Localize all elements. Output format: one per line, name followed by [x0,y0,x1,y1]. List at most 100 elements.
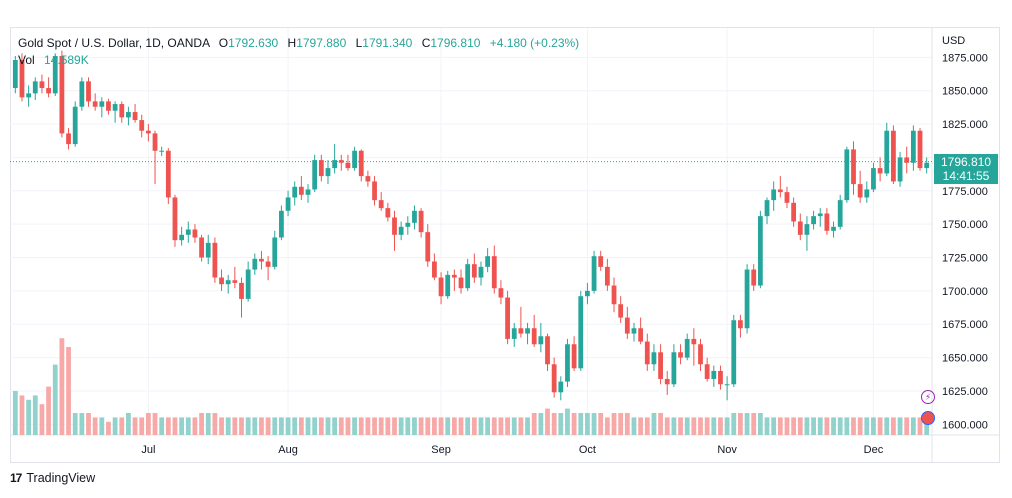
calendar-icon[interactable] [921,411,935,425]
volume-bar [265,417,271,435]
bar-countdown: 14:41:55 [942,168,990,183]
candle-body [618,304,624,318]
candle-body [651,352,657,365]
y-tick-label: 1675.000 [942,319,988,331]
candle-body [432,261,437,278]
volume-bar [871,417,876,435]
x-tick-label: Oct [579,444,596,456]
candle-body [738,320,743,329]
volume-bar [651,413,657,435]
volume-bar [232,417,238,435]
candle-body [451,274,457,278]
candle-body [784,192,790,203]
candle-body [817,213,823,217]
volume-bar [904,417,910,435]
candle-body [691,338,697,345]
volume-bar [425,417,431,435]
volume-bar [318,417,324,435]
volume-bar [112,417,118,435]
volume-bar [738,413,743,435]
volume-bar [92,417,98,435]
volume-bar [531,413,537,435]
candle-body [698,344,703,365]
candle-body [139,120,145,131]
candle-body [771,189,777,201]
candle-body [52,56,58,94]
volume-bar [12,391,18,435]
volume-bar [618,413,624,435]
volume-bar [79,413,85,435]
volume-bar [585,413,590,435]
legend-open: 1792.630 [228,36,279,50]
volume-bar [777,417,783,435]
candle-body [79,81,85,107]
candle-body [624,317,630,334]
lightning-icon[interactable]: ⚡ [921,390,935,404]
candle-body [445,274,451,297]
candle-body [598,256,604,267]
last-price: 1796.810 [940,154,992,169]
tradingview-logo[interactable]: 17 TradingView [10,471,95,485]
volume-bar [392,417,397,435]
candle-body [764,200,770,217]
candle-body [458,277,464,289]
volume-bar [72,413,78,435]
volume-bar [578,413,584,435]
candle-body [378,200,384,209]
candle-body [724,384,730,386]
candle-body [279,210,284,238]
volume-bar [505,417,510,435]
candle-body [152,133,158,151]
volume-bar [571,413,577,435]
candle-body [857,184,863,198]
volume-bar [272,417,278,435]
candle-body [718,370,723,385]
volume-bar [525,417,530,435]
volume-bar [358,417,364,435]
volume-bar [451,417,457,435]
legend-vol: 14.589K [44,53,89,67]
volume-bar [172,417,178,435]
volume-bar [325,417,331,435]
candle-body [511,328,517,339]
volume-bar [877,417,883,435]
volume-bar [897,417,903,435]
candle-body [259,258,264,262]
volume-bar [891,417,896,435]
legend-high-label: H [287,36,297,50]
volume-bar [691,417,697,435]
volume-bar [491,417,497,435]
volume-bar [245,417,251,435]
candle-body [185,229,191,235]
candle-body [325,168,331,177]
volume-bar [718,417,723,435]
candle-body [545,336,550,365]
candle-body [678,352,683,358]
candle-body [611,285,617,305]
y-tick-label: 1700.000 [942,286,988,298]
volume-bar [345,417,351,435]
volume-bar [764,417,770,435]
volume-bar [704,417,710,435]
volume-bar [445,417,451,435]
candle-body [897,157,903,182]
volume-bar [378,417,384,435]
volume-bar [139,417,145,435]
legend-volume-row: Vol 14.589K [18,52,579,69]
candle-body [418,210,424,233]
legend-ohlc-row: Gold Spot / U.S. Dollar, 1D, OANDA O1792… [18,35,579,52]
y-tick-label: 1650.000 [942,353,988,365]
y-tick-label: 1750.000 [942,219,988,231]
candle-body [924,162,930,169]
candle-body [112,104,118,111]
volume-bar [558,413,564,435]
volume-bar [119,417,125,435]
candle-body [365,176,371,182]
candle-body [731,320,737,385]
candle-body [285,197,291,211]
volume-bar [478,417,484,435]
candle-body [518,328,524,334]
y-tick-label: 1625.000 [942,386,988,398]
legend-close: 1796.810 [430,36,481,50]
